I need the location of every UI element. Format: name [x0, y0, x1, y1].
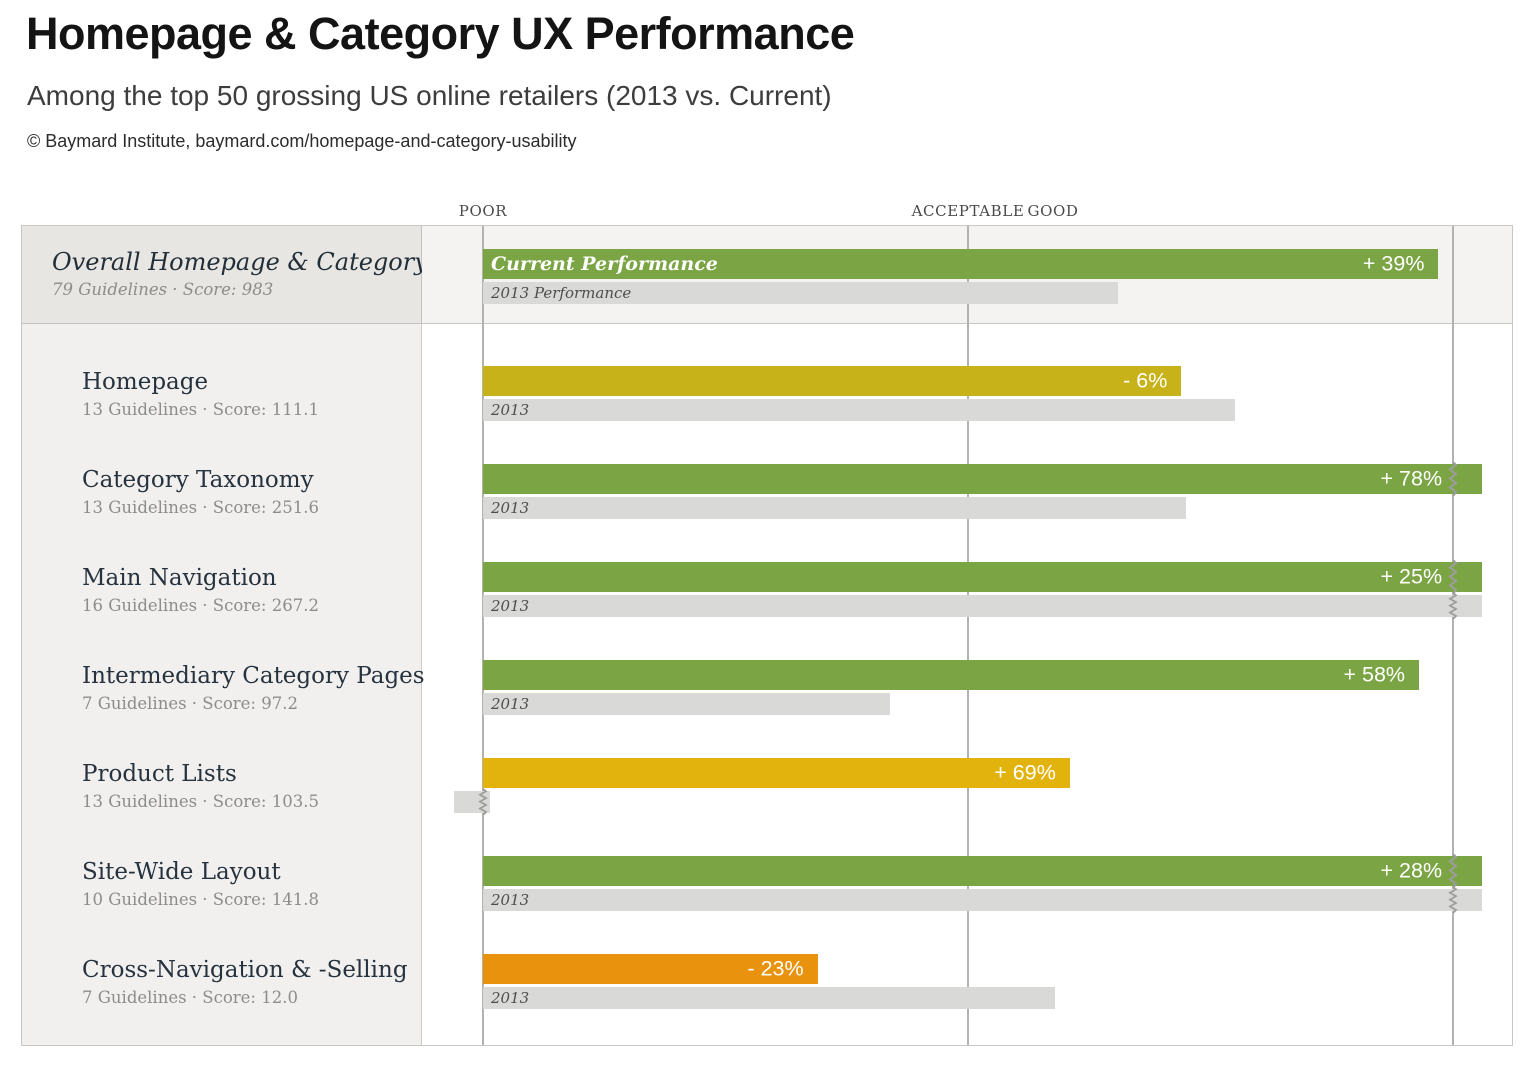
axis-tick-good: GOOD: [1027, 202, 1079, 220]
category-label: Site-Wide Layout 10 Guidelines · Score: 1…: [82, 858, 319, 911]
change-value: + 58%: [1343, 662, 1406, 687]
page-subtitle: Among the top 50 grossing US online reta…: [27, 80, 832, 111]
scale-break-icon: [1448, 887, 1458, 913]
row-label: Main Navigation: [82, 565, 277, 591]
previous-2013-bar: 2013 Performance: [483, 282, 1119, 304]
row-label: Site-Wide Layout: [82, 859, 281, 885]
row-label: Product Lists: [82, 761, 237, 787]
category-label: Cross-Navigation & -Selling 7 Guidelines …: [82, 956, 408, 1009]
row-sublabel: 7 Guidelines · Score: 12.0: [82, 988, 298, 1007]
previous-2013-bar: 2013: [483, 987, 1056, 1009]
current-performance-bar: + 25%: [483, 562, 1483, 592]
row-sublabel: 13 Guidelines · Score: 251.6: [82, 498, 319, 517]
row-sublabel: 10 Guidelines · Score: 141.8: [82, 890, 319, 909]
gridline-poor: [482, 226, 484, 1045]
current-performance-bar: + 78%: [483, 464, 1483, 494]
current-performance-bar: + 58%: [483, 660, 1420, 690]
category-label: Category Taxonomy 13 Guidelines · Score: …: [82, 466, 319, 519]
previous-series-label: 2013: [491, 401, 530, 419]
current-performance-bar: + 28%: [483, 856, 1483, 886]
change-value: + 25%: [1380, 564, 1443, 589]
scale-break-icon: [1448, 462, 1458, 496]
previous-2013-bar: 2013: [483, 399, 1235, 421]
scale-break-icon: [1448, 593, 1458, 619]
change-value: + 28%: [1380, 858, 1443, 883]
row-sublabel: 79 Guidelines · Score: 983: [52, 280, 274, 299]
gridline-acceptable: [967, 226, 969, 1045]
row-label: Homepage: [82, 369, 209, 395]
row-label: Category Taxonomy: [82, 467, 314, 493]
current-performance-bar: - 23%: [483, 954, 818, 984]
scale-break-icon: [1448, 854, 1458, 888]
row-label: Intermediary Category Pages: [82, 663, 425, 689]
row-label: Cross-Navigation & -Selling: [82, 957, 408, 983]
current-performance-bar: - 6%: [483, 366, 1182, 396]
row-sublabel: 13 Guidelines · Score: 111.1: [82, 400, 319, 419]
current-performance-bar: + 69%: [483, 758, 1070, 788]
row-sublabel: 7 Guidelines · Score: 97.2: [82, 694, 298, 713]
row-label: Overall Homepage & Category UX: [52, 248, 473, 276]
plot-area: Current Performance + 39% 2013 Performance…: [422, 226, 1512, 1045]
previous-series-label: 2013: [491, 989, 530, 1007]
gridline-good: [1452, 226, 1454, 1045]
chart-box: POOR ACCEPTABLE GOOD Overall Homepage & …: [21, 202, 1513, 1046]
row-sublabel: 16 Guidelines · Score: 267.2: [82, 596, 319, 615]
axis-tick-poor: POOR: [458, 202, 508, 220]
scale-break-icon: [1448, 560, 1458, 594]
category-label-column: Homepage 13 Guidelines · Score: 111.1 Cate…: [22, 324, 425, 1045]
change-value: - 23%: [747, 956, 804, 981]
change-value: - 6%: [1123, 368, 1168, 393]
previous-series-label: 2013: [491, 499, 530, 517]
copyright-line: © Baymard Institute, baymard.com/homepag…: [27, 131, 577, 151]
category-label: Homepage 13 Guidelines · Score: 111.1: [82, 368, 319, 421]
change-value: + 78%: [1380, 466, 1443, 491]
previous-2013-bar: 2013: [483, 889, 1483, 911]
change-value: + 39%: [1362, 251, 1425, 276]
current-series-label: Current Performance: [491, 253, 718, 275]
axis-tick-acceptable: ACCEPTABLE: [911, 202, 1025, 220]
row-sublabel: 13 Guidelines · Score: 103.5: [82, 792, 319, 811]
page-title: Homepage & Category UX Performance: [26, 8, 855, 59]
category-label: Product Lists 13 Guidelines · Score: 103.…: [82, 760, 319, 813]
previous-2013-bar: 2013: [483, 497, 1187, 519]
current-performance-bar: Current Performance + 39%: [483, 249, 1439, 279]
overall-row-label-cell: Overall Homepage & Category UX 79 Guideli…: [22, 226, 473, 324]
previous-2013-bar: 2013: [483, 595, 1483, 617]
change-value: + 69%: [994, 760, 1056, 785]
category-label: Intermediary Category Pages 7 Guidelines …: [82, 662, 425, 715]
category-label: Main Navigation 16 Guidelines · Score: 26…: [82, 564, 319, 617]
previous-series-label: 2013 Performance: [491, 284, 632, 302]
previous-2013-bar: 2013: [483, 693, 891, 715]
previous-series-label: 2013: [491, 597, 530, 615]
previous-series-label: 2013: [491, 695, 530, 713]
scale-break-icon: [478, 789, 488, 815]
previous-series-label: 2013: [491, 891, 530, 909]
